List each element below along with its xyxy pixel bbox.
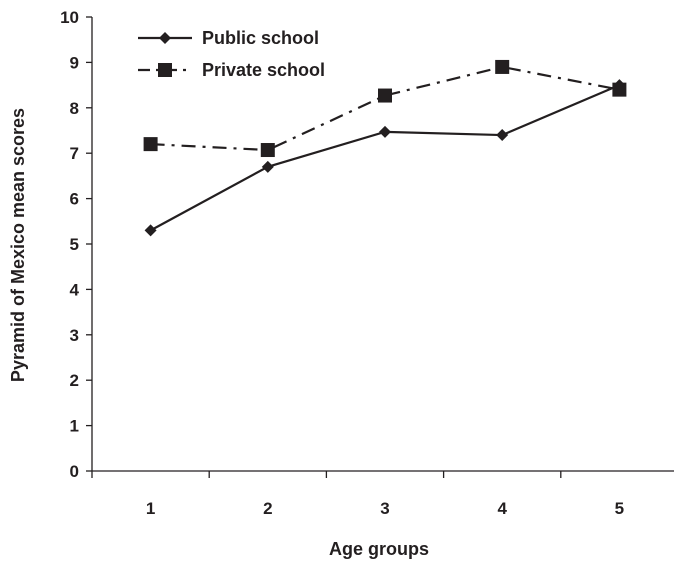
data-point [144, 224, 157, 237]
series-layer [143, 59, 627, 237]
data-point [613, 79, 626, 92]
y-tick-label: 3 [70, 326, 79, 345]
data-point [379, 125, 391, 138]
data-point [261, 160, 274, 173]
legend-marker [159, 32, 171, 44]
series-line [150, 65, 620, 152]
x-tick-label: 1 [146, 499, 155, 518]
y-tick-label: 4 [70, 280, 80, 299]
legend: Public school Private school [138, 28, 325, 80]
x-tick-label: 2 [263, 499, 272, 518]
series-private-school [143, 59, 627, 158]
y-tick-label: 6 [70, 190, 79, 209]
data-point [260, 143, 275, 158]
y-tick-label: 8 [70, 99, 79, 118]
legend-label: Public school [202, 28, 319, 48]
legend-marker [158, 63, 172, 77]
y-tick-label: 0 [70, 462, 79, 481]
y-tick-label: 1 [70, 417, 79, 436]
y-axis-title: Pyramid of Mexico mean scores [8, 108, 28, 382]
data-point [496, 129, 509, 142]
x-tick-label: 4 [497, 499, 507, 518]
data-point [378, 88, 392, 103]
data-point [495, 59, 510, 74]
series-line [150, 84, 620, 232]
legend-label: Private school [202, 60, 325, 80]
x-tick-label: 5 [615, 499, 624, 518]
x-axis-title: Age groups [329, 539, 429, 559]
series-public-school [144, 79, 626, 237]
y-tick-label: 2 [70, 371, 79, 390]
data-point [143, 137, 158, 152]
y-tick-label: 7 [70, 144, 79, 163]
x-tick-label: 3 [380, 499, 389, 518]
legend-item-public-school: Public school [138, 28, 319, 48]
y-tick-label: 9 [70, 53, 79, 72]
legend-item-private-school: Private school [138, 60, 325, 80]
y-tick-label: 10 [60, 8, 79, 27]
x-axis: 1 2 3 4 5 [91, 470, 674, 518]
y-axis: 0 1 2 3 4 5 6 7 8 9 10 [60, 8, 93, 481]
y-tick-label: 5 [70, 235, 79, 254]
